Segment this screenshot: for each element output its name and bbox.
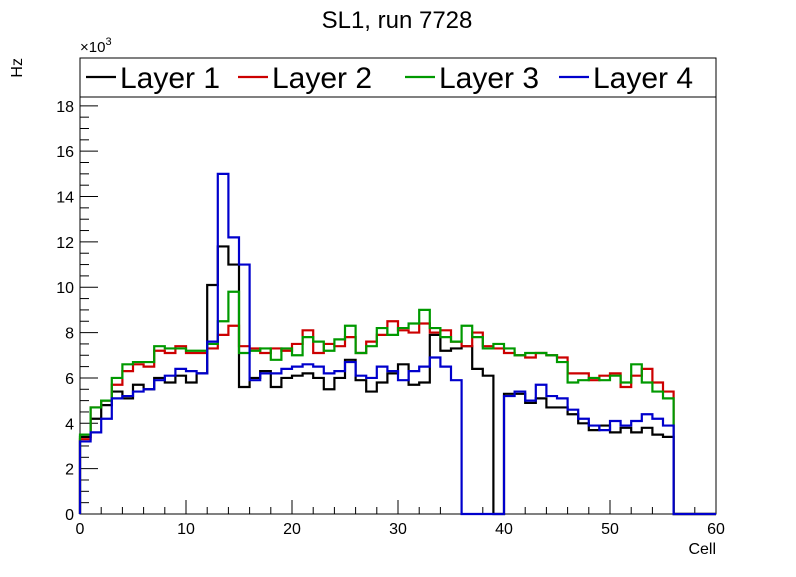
chart-title: SL1, run 7728: [322, 7, 473, 34]
series-line-layer-3: [78, 290, 716, 516]
legend-box: [79, 57, 717, 98]
x-tick-label: 0: [76, 521, 85, 538]
y-exponent-label: ×103: [80, 36, 112, 56]
series-line-layer-4: [78, 172, 716, 516]
legend-label-layer-2: Layer 2: [272, 62, 372, 95]
x-axis-label: Cell: [688, 541, 716, 558]
y-axis-label: Hz: [9, 58, 26, 78]
x-tick-label: 10: [177, 521, 195, 538]
x-tick-label: 40: [495, 521, 513, 538]
series-layer: [78, 172, 716, 516]
y-tick-label: 8: [65, 326, 74, 343]
plot-background: [80, 65, 716, 514]
y-tick-label: 6: [65, 371, 74, 388]
legend-label-layer-3: Layer 3: [439, 62, 539, 95]
y-tick-label: 14: [56, 190, 74, 207]
y-tick-label: 18: [56, 99, 74, 116]
x-tick-label: 20: [283, 521, 301, 538]
x-tick-label: 30: [389, 521, 407, 538]
series-line-layer-1: [78, 245, 716, 516]
plot-area: [80, 65, 716, 514]
y-tick-label: 16: [56, 144, 74, 161]
y-exponent-power: 3: [105, 36, 111, 48]
y-tick-label: 4: [65, 416, 74, 433]
legend-label-layer-4: Layer 4: [593, 62, 693, 95]
legend: Layer 1 Layer 2 Layer 3 Layer 4: [79, 57, 717, 98]
x-tick-label: 60: [707, 521, 725, 538]
y-tick-label: 12: [56, 235, 74, 252]
y-tick-label: 0: [65, 507, 74, 524]
legend-label-layer-1: Layer 1: [120, 62, 220, 95]
x-tick-label: 50: [601, 521, 619, 538]
y-tick-label: 2: [65, 462, 74, 479]
y-tick-label: 10: [56, 280, 74, 297]
